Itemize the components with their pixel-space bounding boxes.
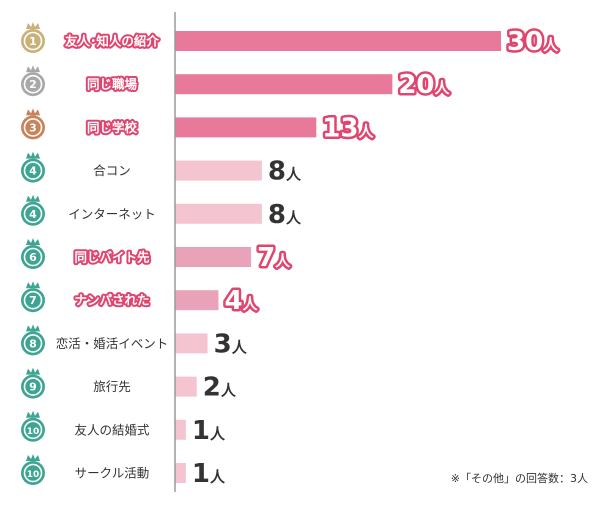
crown-icon xyxy=(26,194,40,202)
bar xyxy=(175,117,317,138)
value-label: 13人 xyxy=(322,113,374,143)
category-label: 同じ職場 xyxy=(87,77,138,92)
rank-number: 1 xyxy=(29,35,37,48)
rank-medal-ring xyxy=(23,204,43,224)
crown-icon xyxy=(26,454,40,461)
rank-medal-ring xyxy=(23,420,43,440)
crown-icon xyxy=(26,108,40,116)
rank-medal-ring xyxy=(23,74,43,94)
value-label: 1人 xyxy=(192,459,226,489)
value-label: 8人 xyxy=(268,157,302,187)
crown-icon xyxy=(26,151,40,159)
rank-number: 6 xyxy=(29,251,37,264)
rank-number: 4 xyxy=(29,165,37,178)
crown-icon xyxy=(26,65,40,73)
bar xyxy=(175,419,186,440)
category-label: インターネット xyxy=(68,206,156,221)
value-label: 30人 xyxy=(507,27,559,57)
value-label: 3人 xyxy=(214,329,248,359)
bar xyxy=(175,203,262,224)
crown-icon xyxy=(26,410,40,418)
bar-row-6: 6 同じバイト先 7人 xyxy=(21,238,294,276)
bar xyxy=(175,31,501,51)
bar-row-10: 10 友人の結婚式 1人 xyxy=(21,410,226,446)
category-label: 同じ学校 xyxy=(87,120,138,135)
category-label: 同じバイト先 xyxy=(74,250,150,265)
category-label: 旅行先 xyxy=(93,379,131,394)
bar xyxy=(175,160,262,181)
rank-medal-ring xyxy=(23,334,43,353)
value-label: 20人 xyxy=(398,70,450,100)
category-label: 友人の結婚式 xyxy=(74,422,150,437)
category-label: サークル活動 xyxy=(75,466,150,481)
bar xyxy=(175,333,208,354)
crown-icon xyxy=(26,324,40,332)
rank-medal-ring xyxy=(23,161,43,180)
rank-medal-ring xyxy=(23,247,43,267)
value-label: 1人 xyxy=(192,416,226,446)
bar xyxy=(175,290,219,311)
chart-rows: 1 友人･知人の紹介 30人 2 同じ職場 20人 3 同じ学校 13人 4 合コン 8人 4 インターネ… xyxy=(21,22,562,489)
rank-medal-ring xyxy=(23,377,43,396)
value-label: 4人 xyxy=(224,286,258,316)
crown-icon xyxy=(26,238,40,245)
rank-number: 2 xyxy=(29,78,37,91)
rank-medal-ring xyxy=(23,463,43,483)
bar xyxy=(175,376,197,397)
bar-row-9: 9 旅行先 2人 xyxy=(21,367,237,403)
value-label: 2人 xyxy=(203,373,237,403)
bar xyxy=(175,247,252,267)
rank-number: 10 xyxy=(27,427,40,437)
category-label: 恋活・婚活イベント xyxy=(56,336,169,351)
bar-row-7: 7 ナンパされた 4人 xyxy=(21,281,261,319)
rank-medal-ring xyxy=(23,118,43,137)
category-label: 友人･知人の紹介 xyxy=(64,34,159,49)
bar-row-4: 4 合コン 8人 xyxy=(21,151,302,187)
crown-icon xyxy=(26,367,40,375)
rank-medal-ring xyxy=(23,31,43,51)
rank-number: 3 xyxy=(29,121,37,134)
bar-row-1: 1 友人･知人の紹介 30人 xyxy=(21,22,562,60)
footnote: ※「その他」の回答数：3人 xyxy=(451,471,588,485)
rank-number: 8 xyxy=(29,337,37,350)
value-label: 8人 xyxy=(268,200,302,230)
bar-row-11: 10 サークル活動 1人 xyxy=(21,454,226,489)
category-label: ナンパされた xyxy=(74,293,149,308)
bar xyxy=(175,463,186,483)
crown-icon xyxy=(26,22,40,29)
value-label: 7人 xyxy=(257,243,291,273)
bar xyxy=(175,74,393,95)
rank-number: 4 xyxy=(29,208,37,221)
bar-row-8: 8 恋活・婚活イベント 3人 xyxy=(21,324,248,359)
rank-number: 9 xyxy=(29,381,37,394)
rank-medal-ring xyxy=(23,290,43,310)
bar-row-2: 2 同じ職場 20人 xyxy=(21,65,453,103)
rank-number: 10 xyxy=(27,470,40,480)
category-label: 合コン xyxy=(93,163,131,178)
rank-number: 7 xyxy=(29,294,37,307)
crown-icon xyxy=(26,281,40,289)
bar-row-5: 4 インターネット 8人 xyxy=(21,194,302,230)
bar-row-3: 3 同じ学校 13人 xyxy=(21,108,377,146)
